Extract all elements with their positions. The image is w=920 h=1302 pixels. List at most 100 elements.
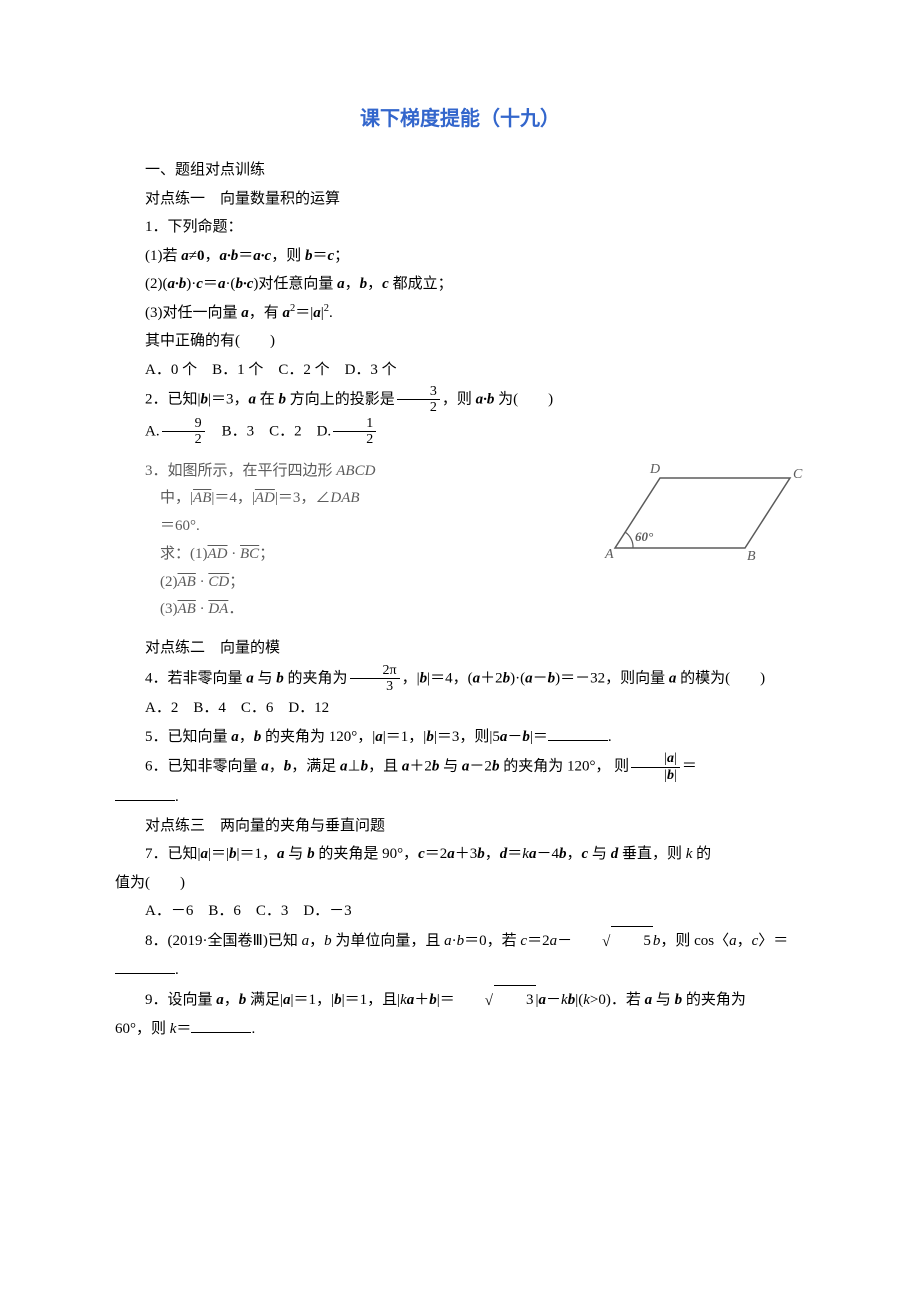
k: k bbox=[400, 992, 407, 1008]
t: |＝1，| bbox=[383, 729, 427, 745]
t: 为单位向量，且 bbox=[332, 933, 445, 949]
abcd: ABCD bbox=[336, 463, 375, 479]
t: )已知 bbox=[263, 933, 302, 949]
a: a bbox=[261, 759, 269, 775]
c: ， bbox=[204, 248, 219, 264]
eq: ＝ bbox=[682, 759, 697, 775]
t: (2)( bbox=[145, 276, 168, 292]
t: 4．若非零向量 bbox=[145, 670, 246, 686]
a2: a bbox=[283, 305, 291, 321]
numerator: 1 bbox=[333, 416, 376, 432]
t: 与 bbox=[652, 992, 675, 1008]
c: ， bbox=[737, 933, 752, 949]
t: ＝0，若 bbox=[464, 933, 520, 949]
t: ＝60°. bbox=[160, 518, 200, 534]
q1-stem: 1．下列命题： bbox=[115, 213, 805, 242]
a: a bbox=[375, 729, 383, 745]
b: b bbox=[360, 276, 368, 292]
q5: 5．已知向量 a，b 的夹角为 120°，|a|＝1，|b|＝3，则|5a－b|… bbox=[115, 723, 805, 752]
t: 与 bbox=[588, 846, 611, 862]
label-d: D bbox=[649, 462, 660, 477]
t: ，有 bbox=[249, 305, 283, 321]
vec-ab: AB bbox=[193, 490, 211, 506]
t: ，则 cos〈 bbox=[660, 933, 729, 949]
t: － bbox=[533, 670, 548, 686]
q1-item3: (3)对任一向量 a，有 a2＝|a|2. bbox=[115, 299, 805, 328]
t: 求：(1) bbox=[160, 546, 208, 562]
t: |＝3，∠ bbox=[275, 490, 331, 506]
q6: 6．已知非零向量 a，b，满足 a⊥b，且 a＋2b 与 a－2b 的夹角为 1… bbox=[115, 751, 805, 783]
t: 6．已知非零向量 bbox=[145, 759, 261, 775]
b: b bbox=[334, 992, 342, 1008]
b: b bbox=[429, 992, 437, 1008]
t: |＝1，且| bbox=[342, 992, 401, 1008]
perp: ⊥ bbox=[348, 759, 361, 775]
t: |＝1，| bbox=[291, 992, 335, 1008]
numerator: 3 bbox=[397, 384, 440, 400]
a: a bbox=[729, 933, 737, 949]
c: ， bbox=[239, 729, 254, 745]
vec-cd: CD bbox=[208, 574, 229, 590]
t: 与 bbox=[285, 846, 308, 862]
end: . bbox=[175, 962, 179, 978]
t: )对任意向量 bbox=[253, 276, 337, 292]
a: a bbox=[340, 759, 348, 775]
ab: a·b bbox=[220, 248, 239, 264]
eq: ＝ bbox=[238, 248, 253, 264]
dot: · bbox=[196, 574, 209, 590]
eq: ＝ bbox=[203, 276, 218, 292]
c: ， bbox=[309, 933, 324, 949]
a: a bbox=[444, 933, 452, 949]
q6-cont: . bbox=[115, 783, 805, 812]
vec-bc: BC bbox=[240, 546, 259, 562]
t: |＝| bbox=[208, 846, 229, 862]
t: 与 bbox=[254, 670, 277, 686]
parallelogram-diagram: 60° A B C D bbox=[595, 458, 805, 568]
a: a bbox=[249, 391, 257, 407]
var-a: a bbox=[181, 248, 189, 264]
end: . bbox=[608, 729, 612, 745]
t: 60°，则 bbox=[115, 1021, 170, 1037]
fraction: 12 bbox=[333, 416, 376, 448]
numerator: |a| bbox=[631, 751, 680, 767]
page-title: 课下梯度提能（十九） bbox=[115, 100, 805, 138]
b: b bbox=[307, 846, 315, 862]
t: 7．已知| bbox=[145, 846, 201, 862]
eq: ＝ bbox=[176, 1021, 191, 1037]
c: ， bbox=[566, 846, 581, 862]
vec-ab: AB bbox=[178, 601, 196, 617]
a: a bbox=[231, 729, 239, 745]
opts-mid: B．3 C．2 D. bbox=[207, 423, 332, 439]
c: c bbox=[418, 846, 425, 862]
ac: a·c bbox=[253, 248, 271, 264]
a: a bbox=[201, 846, 209, 862]
radical-icon: √ bbox=[572, 928, 610, 957]
q3-text: 3．如图所示，在平行四边形 ABCD 中，|AB|＝4，|AD|＝3，∠DAB … bbox=[145, 458, 575, 625]
q8-cont: . bbox=[115, 956, 805, 985]
t: 为( ) bbox=[494, 391, 553, 407]
a: a bbox=[539, 992, 547, 1008]
a: a bbox=[241, 305, 249, 321]
denominator: 3 bbox=[350, 679, 400, 694]
t: － bbox=[557, 933, 572, 949]
t: 的 bbox=[692, 846, 711, 862]
a: a bbox=[337, 276, 345, 292]
end: . bbox=[329, 305, 333, 321]
q1-ask: 其中正确的有( ) bbox=[115, 327, 805, 356]
t: ，| bbox=[402, 670, 420, 686]
t: 的夹角为 120°，| bbox=[261, 729, 375, 745]
end: ； bbox=[334, 248, 349, 264]
t: 5．已知向量 bbox=[145, 729, 231, 745]
group-2-heading: 对点练二 向量的模 bbox=[115, 634, 805, 663]
label-c: C bbox=[793, 467, 803, 482]
a: a bbox=[283, 992, 291, 1008]
fraction: |a||b| bbox=[631, 751, 680, 783]
denominator: |b| bbox=[631, 768, 680, 783]
c: c bbox=[382, 276, 389, 292]
t: 中，| bbox=[160, 490, 193, 506]
b: b bbox=[675, 992, 683, 1008]
a: a bbox=[525, 670, 533, 686]
t: 的夹角是 90°， bbox=[315, 846, 419, 862]
vec-da: DA bbox=[208, 601, 228, 617]
k: k bbox=[583, 992, 590, 1008]
